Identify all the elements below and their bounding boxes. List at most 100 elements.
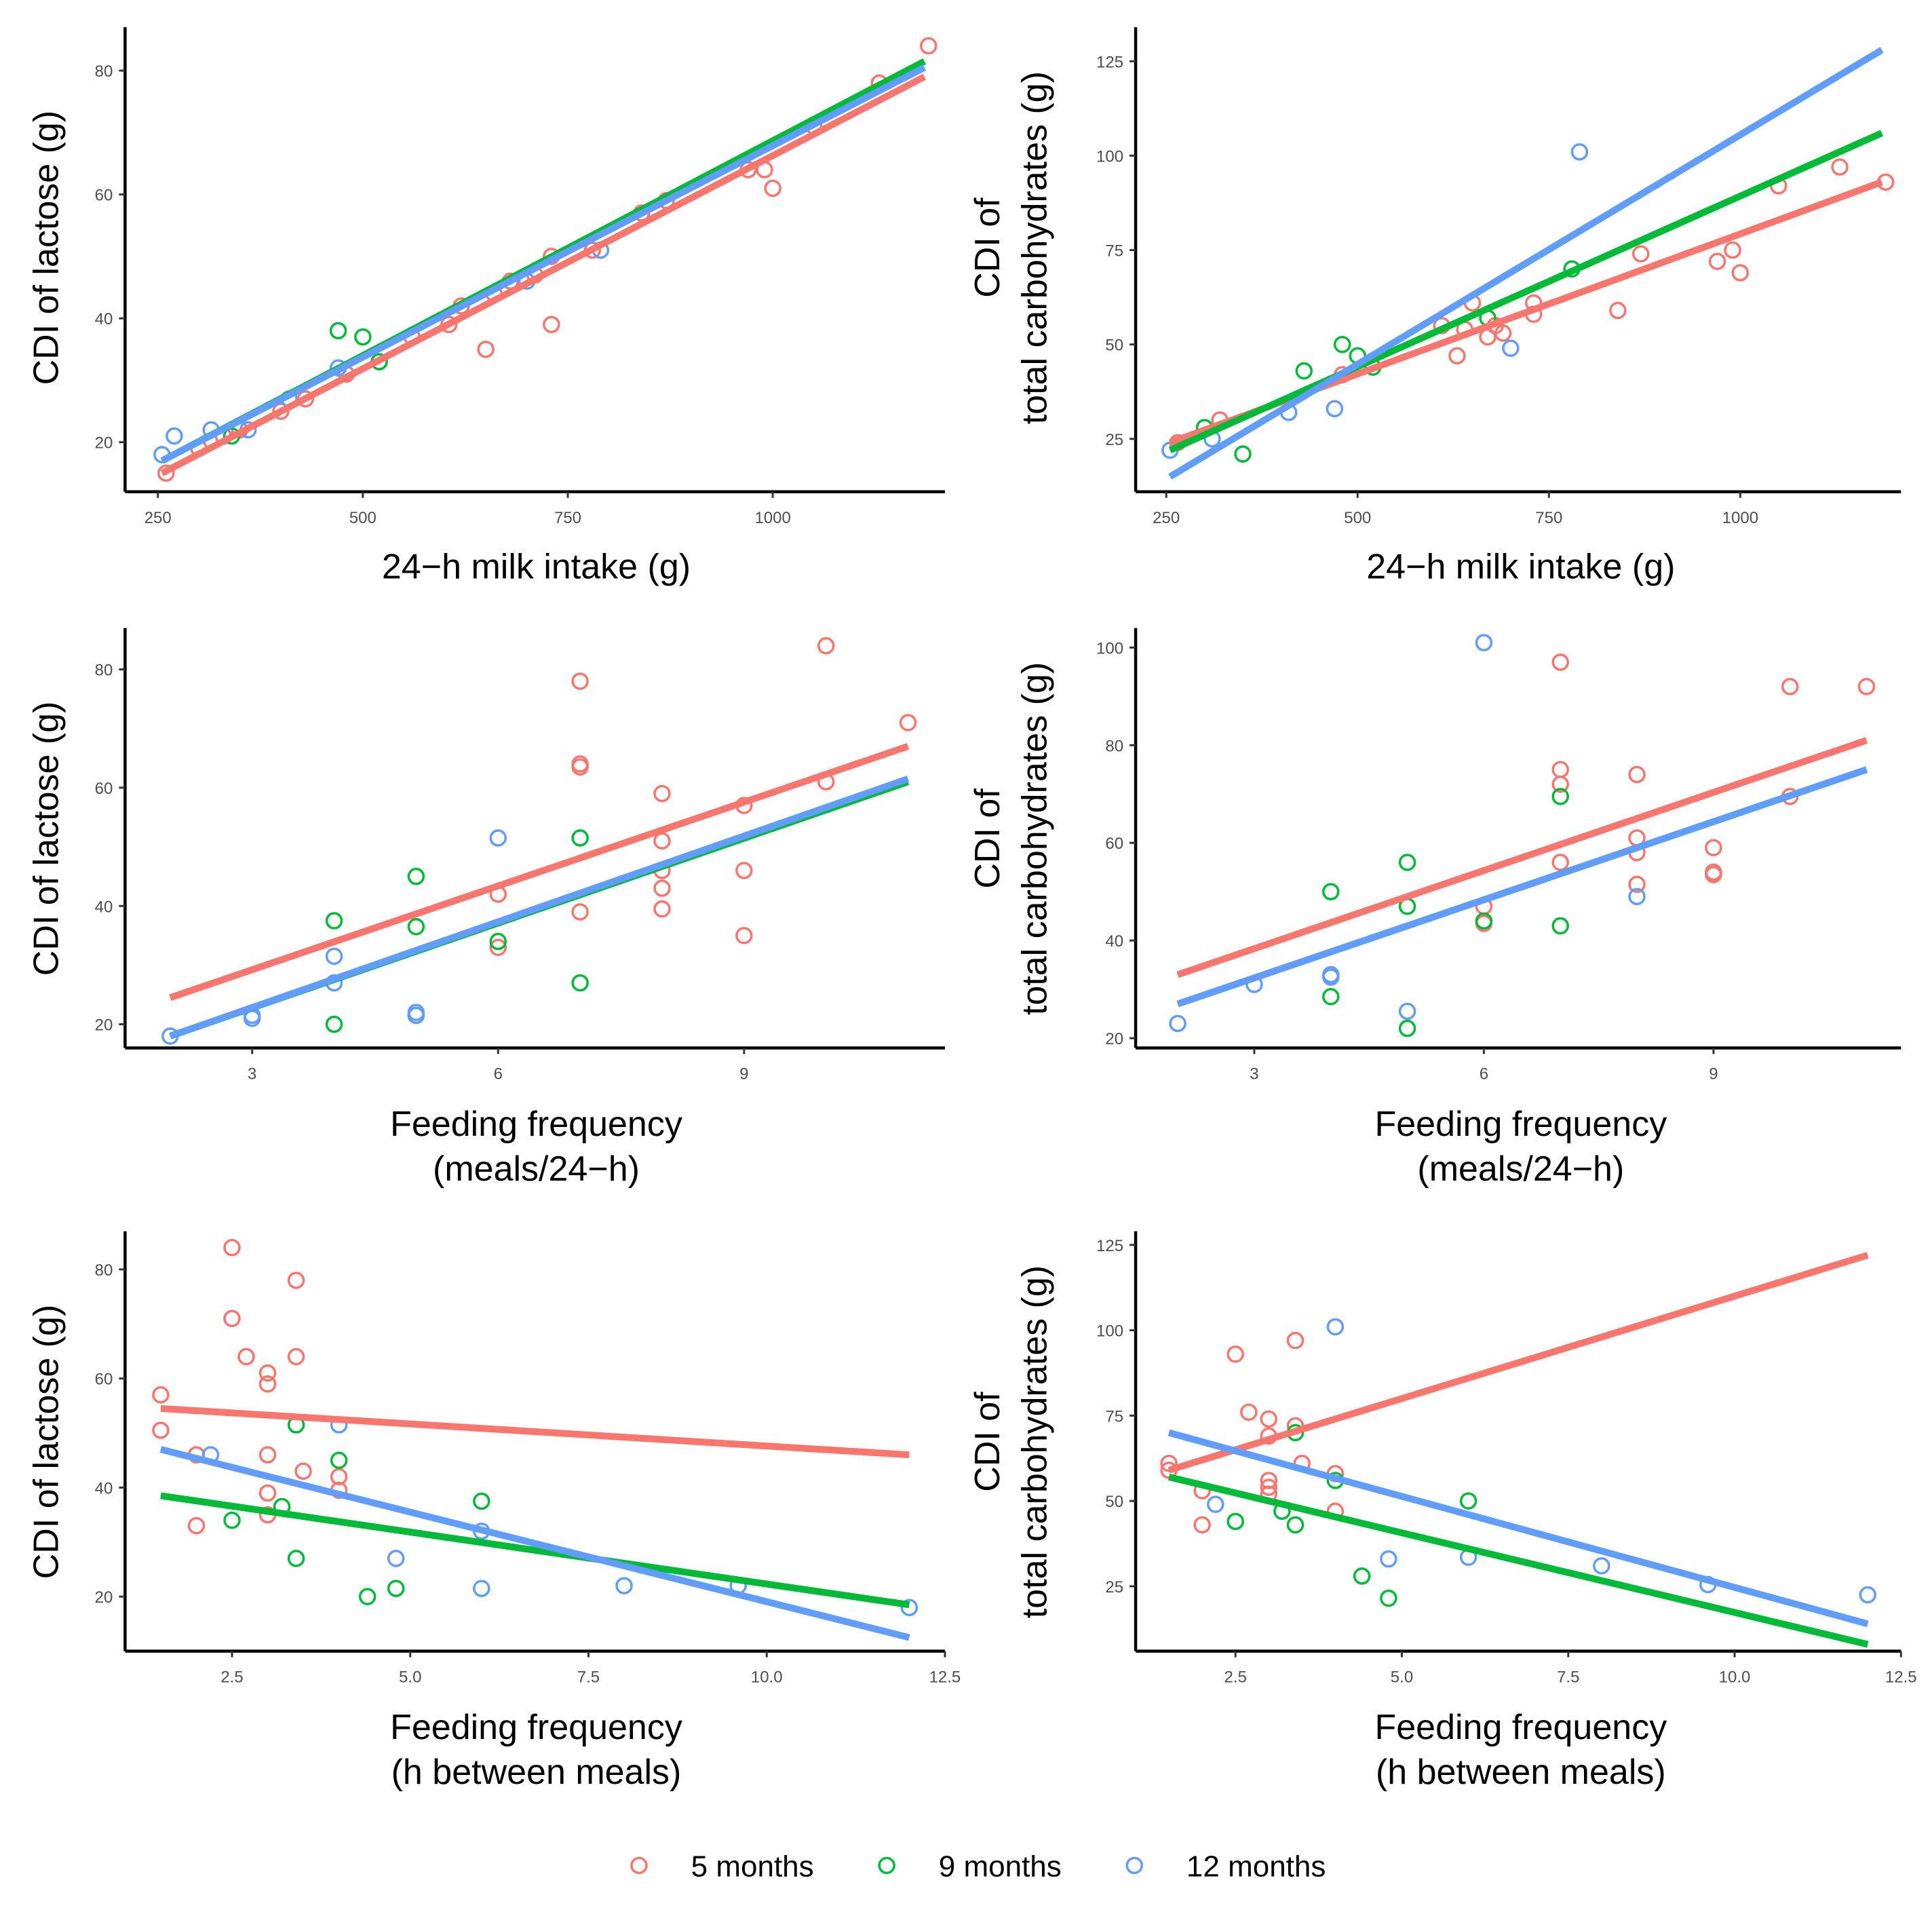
y-tick-label: 20: [95, 1588, 113, 1607]
data-point: [223, 1310, 241, 1327]
y-tick-label: 40: [1105, 932, 1123, 951]
data-point: [387, 1580, 405, 1597]
x-tick-label: 2.5: [1224, 1668, 1247, 1687]
data-point: [258, 1484, 277, 1502]
y-tick-label: 50: [1105, 1493, 1123, 1511]
y-tick-label: 40: [95, 898, 113, 916]
fit-line: [1168, 47, 1884, 480]
x-tick-label: 10.0: [1719, 1668, 1751, 1687]
data-point: [223, 1511, 241, 1529]
data-point: [1193, 1516, 1211, 1534]
data-point: [294, 1462, 312, 1481]
data-point: [1226, 1512, 1244, 1531]
data-point: [1295, 362, 1313, 380]
fit-line: [1176, 766, 1868, 1008]
data-point: [1398, 1019, 1416, 1037]
data-point: [166, 427, 183, 445]
data-point: [1724, 241, 1741, 259]
y-tick-label: 40: [95, 310, 113, 328]
x-axis-title: (meals/24−h): [1417, 1149, 1624, 1189]
data-point: [407, 1006, 425, 1025]
data-point: [407, 867, 425, 885]
x-axis-title: (h between meals): [391, 1753, 682, 1792]
data-point: [329, 322, 347, 340]
data-point: [1628, 765, 1646, 784]
fit-line: [159, 1446, 910, 1641]
data-point: [543, 316, 560, 334]
data-point: [473, 1580, 490, 1597]
data-point: [1502, 339, 1520, 358]
series-12-months: [1161, 143, 1589, 459]
x-axis-title: Feeding frequency: [390, 1105, 682, 1144]
data-point: [1398, 1002, 1416, 1020]
data-point: [1380, 1550, 1397, 1568]
data-point: [1333, 335, 1351, 354]
data-point: [900, 1599, 919, 1616]
data-point: [187, 1516, 206, 1535]
data-point: [1551, 854, 1569, 871]
data-point: [1708, 252, 1726, 270]
data-point: [1705, 866, 1722, 883]
series-12-months: [1207, 1318, 1876, 1604]
panel-p4: 20 40 60 80 100 3 6 9 Feeding frequency (meals/24…: [968, 628, 1901, 1189]
panel-p3: 20 40 60 80 3 6 9 Feeding frequency (meals/24−h)…: [27, 628, 945, 1189]
data-point: [1551, 761, 1569, 779]
data-point: [653, 832, 671, 850]
data-point: [1207, 1495, 1224, 1513]
fit-line: [160, 64, 927, 464]
x-axis-title: 24−h milk intake (g): [1366, 548, 1675, 587]
data-point: [653, 879, 671, 897]
data-point: [152, 1386, 170, 1404]
x-tick-label: 9: [739, 1065, 748, 1083]
data-point: [1322, 988, 1340, 1006]
y-axis-title: CDI of: [968, 788, 1007, 889]
y-tick-label: 20: [1105, 1030, 1123, 1048]
data-point: [1857, 678, 1876, 695]
legend-label: 9 months: [939, 1850, 1062, 1883]
data-point: [1398, 854, 1416, 871]
data-point: [1781, 678, 1799, 695]
x-tick-label: 3: [248, 1065, 256, 1083]
x-tick-label: 750: [1535, 509, 1562, 527]
y-tick-label: 100: [1096, 147, 1123, 166]
y-tick-label: 50: [1105, 337, 1123, 355]
data-point: [735, 927, 753, 944]
data-point: [407, 918, 425, 936]
fit-line: [1168, 130, 1884, 454]
data-point: [223, 1239, 241, 1257]
legend-marker: [1125, 1856, 1143, 1875]
data-point: [1260, 1472, 1278, 1489]
data-point: [1353, 1567, 1371, 1585]
x-tick-label: 7.5: [1557, 1668, 1579, 1687]
series-5-months: [1169, 158, 1895, 452]
data-point: [1286, 1516, 1305, 1534]
data-point: [387, 1550, 405, 1567]
fit-line: [169, 776, 910, 1039]
data-point: [653, 900, 671, 918]
legend-marker: [630, 1856, 648, 1875]
data-point: [489, 938, 507, 957]
data-point: [764, 179, 781, 197]
y-tick-label: 80: [95, 1261, 113, 1280]
panel-p5: 20 40 60 80 2.5 5.0 7.5 10.0 12.5 Feeding frequen…: [27, 1231, 961, 1792]
fit-line: [160, 73, 927, 476]
series-9-months: [1226, 1424, 1477, 1607]
x-tick-label: 500: [1344, 509, 1371, 527]
x-tick-label: 250: [144, 509, 172, 527]
fit-line: [1167, 1474, 1869, 1648]
data-point: [1326, 1318, 1345, 1336]
data-point: [489, 932, 507, 951]
x-tick-label: 3: [1250, 1065, 1258, 1083]
data-point: [1226, 1345, 1244, 1363]
y-axis-title: CDI of: [968, 1392, 1007, 1492]
fit-line: [1167, 1429, 1869, 1628]
data-point: [1326, 400, 1344, 418]
data-point: [354, 328, 372, 346]
x-axis-title: Feeding frequency: [1374, 1105, 1667, 1144]
y-tick-label: 125: [1096, 53, 1123, 71]
data-point: [258, 1446, 277, 1464]
x-tick-label: 12.5: [929, 1668, 961, 1687]
series-5-months: [152, 1239, 348, 1535]
x-tick-label: 500: [349, 509, 376, 527]
